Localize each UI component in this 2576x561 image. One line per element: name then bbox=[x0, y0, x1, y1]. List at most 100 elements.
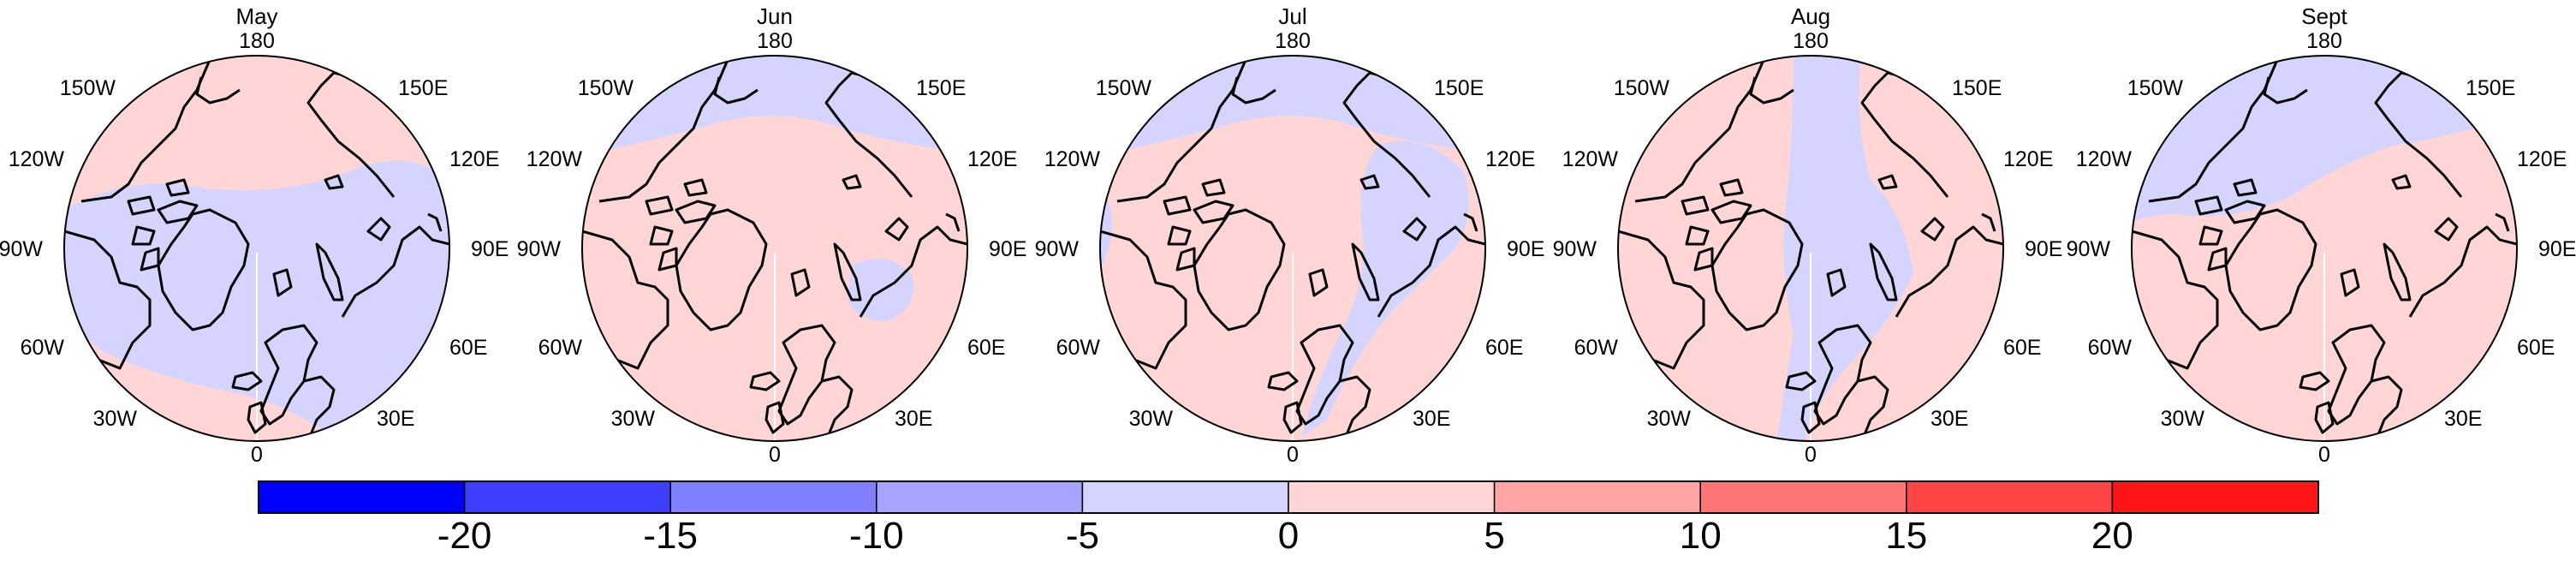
map-border bbox=[2131, 55, 2518, 442]
lon-label-upper_right: 120E bbox=[2517, 147, 2567, 171]
lon-label-bottom_right: 30E bbox=[1931, 407, 1968, 431]
lon-label-top_right: 150E bbox=[2466, 76, 2515, 100]
lon-label-mid_right: 90E bbox=[989, 237, 1026, 261]
lon-label-bottom_left: 30W bbox=[2161, 407, 2205, 431]
lon-label-bottom_left: 30W bbox=[611, 407, 656, 431]
anomaly-region-neg-central bbox=[64, 160, 449, 441]
lon-label-top_left: 150W bbox=[578, 76, 634, 100]
colorbar-segment bbox=[669, 480, 878, 514]
lon-label-upper_left: 120W bbox=[2076, 147, 2133, 171]
lon-label-upper_left: 120W bbox=[1562, 147, 1619, 171]
lon-label-bottom_right: 30E bbox=[377, 407, 414, 431]
panel-title: May bbox=[235, 3, 277, 29]
colorbar-segment bbox=[1699, 480, 1907, 514]
lon-label-mid_right: 90E bbox=[2025, 237, 2062, 261]
lon-label-lower_left: 60W bbox=[1574, 336, 1619, 360]
panel-title: Sept bbox=[2301, 3, 2347, 29]
colorbar-tick-label: -5 bbox=[1066, 515, 1099, 557]
lon-label-lower_right: 60E bbox=[2517, 336, 2555, 360]
lon-label-bottom: 0 bbox=[251, 443, 263, 467]
colorbar-segment bbox=[2111, 480, 2319, 514]
lon-label-lower_right: 60E bbox=[967, 336, 1005, 360]
lon-label-upper_left: 120W bbox=[527, 147, 583, 171]
colorbar-tick-label: 5 bbox=[1484, 515, 1504, 557]
lon-label-mid_left: 90W bbox=[517, 237, 562, 261]
lon-label-mid_right: 90E bbox=[2538, 237, 2576, 261]
lon-label-bottom: 0 bbox=[1287, 443, 1299, 467]
colorbar-segment bbox=[258, 480, 466, 514]
panel-title: Jul bbox=[1278, 3, 1306, 29]
lon-label-mid_left: 90W bbox=[0, 237, 43, 261]
lon-label-bottom_right: 30E bbox=[2444, 407, 2482, 431]
lon-label-mid_left: 90W bbox=[2067, 237, 2111, 261]
anomaly-region-neg-atlantic bbox=[1100, 180, 1113, 291]
lon-label-top: 180 bbox=[1793, 29, 1829, 53]
lon-label-top_left: 150W bbox=[60, 76, 116, 100]
lon-label-bottom_right: 30E bbox=[1413, 407, 1450, 431]
lon-label-top_left: 150W bbox=[1614, 76, 1670, 100]
lon-label-mid_right: 90E bbox=[1507, 237, 1544, 261]
lon-label-top_right: 150E bbox=[916, 76, 966, 100]
panel-title: Jun bbox=[757, 3, 793, 29]
lon-label-upper_right: 120E bbox=[449, 147, 499, 171]
colorbar: -20 -15 -10 -5 0 5 10 15 20 bbox=[258, 480, 2319, 557]
lon-label-upper_right: 120E bbox=[1485, 147, 1535, 171]
colorbar-tick-label: -20 bbox=[437, 515, 492, 557]
colorbar-tick-label: 15 bbox=[1885, 515, 1927, 557]
lon-label-lower_right: 60E bbox=[2003, 336, 2041, 360]
lon-label-bottom: 0 bbox=[769, 443, 781, 467]
anomaly-region-neg-pacific-large bbox=[2132, 56, 2517, 231]
lon-label-top_right: 150E bbox=[1434, 76, 1484, 100]
colorbar-segment bbox=[1906, 480, 2114, 514]
lon-label-mid_left: 90W bbox=[1035, 237, 1080, 261]
lon-label-bottom: 0 bbox=[2318, 443, 2330, 467]
lon-label-lower_left: 60W bbox=[1056, 336, 1101, 360]
lon-label-upper_right: 120E bbox=[967, 147, 1017, 171]
lon-label-lower_left: 60W bbox=[2088, 336, 2133, 360]
lon-label-lower_right: 60E bbox=[1485, 336, 1523, 360]
colorbar-segment bbox=[1081, 480, 1289, 514]
colorbar-tick-label: 20 bbox=[2091, 515, 2133, 557]
lon-label-lower_left: 60W bbox=[21, 336, 65, 360]
lon-label-top: 180 bbox=[239, 29, 275, 53]
colorbar-tick-label: 10 bbox=[1680, 515, 1722, 557]
colorbar-tick-label: -15 bbox=[643, 515, 698, 557]
lon-label-upper_right: 120E bbox=[2003, 147, 2053, 171]
map-border bbox=[1099, 55, 1486, 442]
lon-label-bottom_right: 30E bbox=[895, 407, 932, 431]
lon-label-top_right: 150E bbox=[1952, 76, 2002, 100]
lon-label-mid_right: 90E bbox=[471, 237, 509, 261]
lon-label-top_right: 150E bbox=[398, 76, 448, 100]
map-border bbox=[581, 55, 968, 442]
lon-label-mid_left: 90W bbox=[1553, 237, 1597, 261]
lon-label-bottom_left: 30W bbox=[1129, 407, 1174, 431]
lon-label-top: 180 bbox=[757, 29, 793, 53]
colorbar-segment bbox=[1288, 480, 1496, 514]
colorbar-tick-label: -10 bbox=[849, 515, 904, 557]
lon-label-upper_left: 120W bbox=[9, 147, 65, 171]
lon-label-lower_right: 60E bbox=[449, 336, 487, 360]
colorbar-tick-label: 0 bbox=[1278, 515, 1299, 557]
map-border bbox=[1617, 55, 2004, 442]
lon-label-upper_left: 120W bbox=[1044, 147, 1101, 171]
map-border bbox=[63, 55, 450, 442]
lon-label-bottom: 0 bbox=[1805, 443, 1817, 467]
lon-label-top: 180 bbox=[2306, 29, 2342, 53]
colorbar-segment bbox=[463, 480, 671, 514]
colorbar-segment bbox=[876, 480, 1084, 514]
lon-label-bottom_left: 30W bbox=[93, 407, 138, 431]
lon-label-lower_left: 60W bbox=[538, 336, 583, 360]
lon-label-bottom_left: 30W bbox=[1647, 407, 1692, 431]
lon-label-top_left: 150W bbox=[2127, 76, 2184, 100]
panel-title: Aug bbox=[1791, 3, 1830, 29]
colorbar-segment bbox=[1493, 480, 1701, 514]
colorbar-frame bbox=[258, 480, 2319, 514]
lon-label-top: 180 bbox=[1275, 29, 1311, 53]
